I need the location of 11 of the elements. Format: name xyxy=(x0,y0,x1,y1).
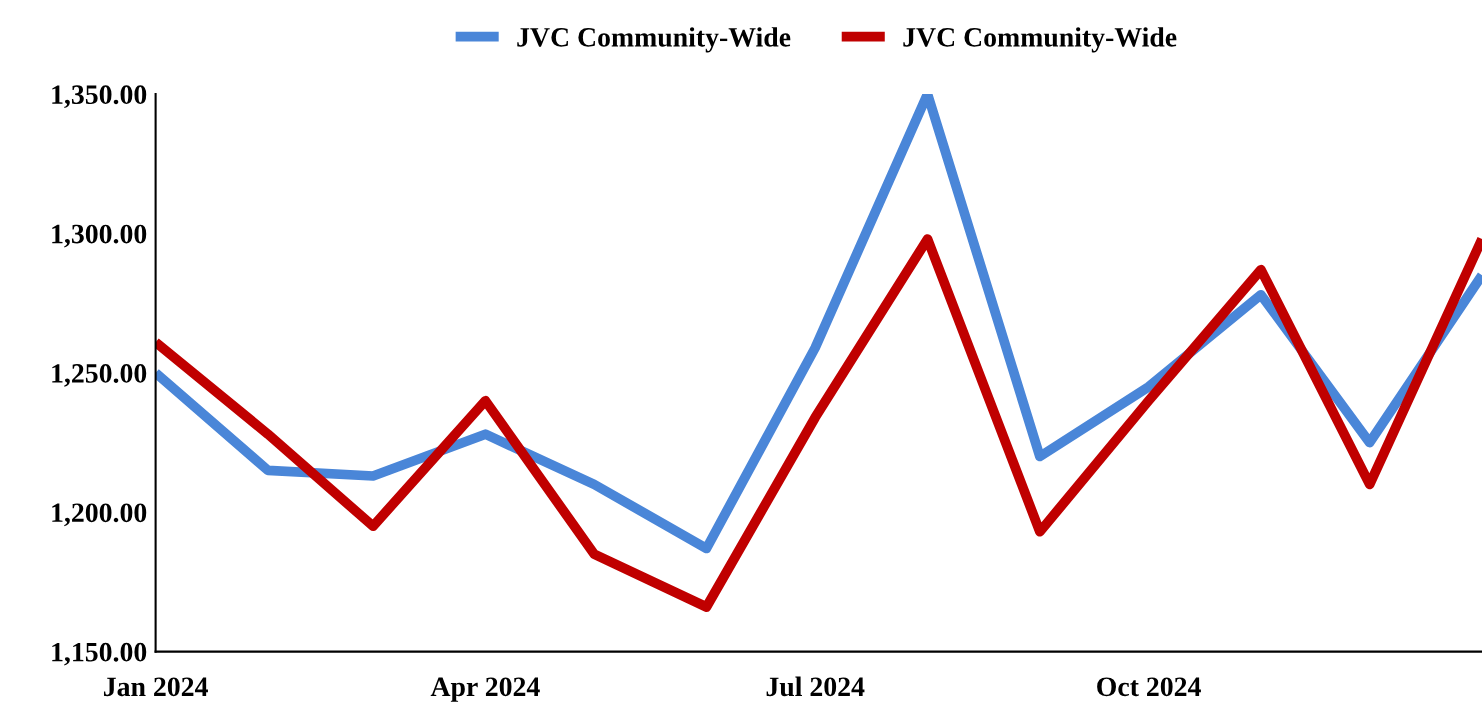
y-tick-label: 1,200.00 xyxy=(52,503,147,527)
legend-label: JVC Community-Wide xyxy=(517,27,791,53)
x-tick-label: Apr 2024 xyxy=(430,677,540,702)
x-tick-label: Jan 2024 xyxy=(103,677,208,697)
y-tick-label: 1,250.00 xyxy=(52,364,147,387)
y-tick-label: 1,150.00 xyxy=(52,642,147,666)
x-tick-label: Oct 2024 xyxy=(1097,677,1201,697)
x-tick-label: Jul 2024 xyxy=(766,676,865,697)
y-tick-label: 1,350.00 xyxy=(52,85,147,109)
legend-label: JVC Community-Wide xyxy=(903,27,1177,53)
y-tick-label: 1,300.00 xyxy=(52,224,147,248)
